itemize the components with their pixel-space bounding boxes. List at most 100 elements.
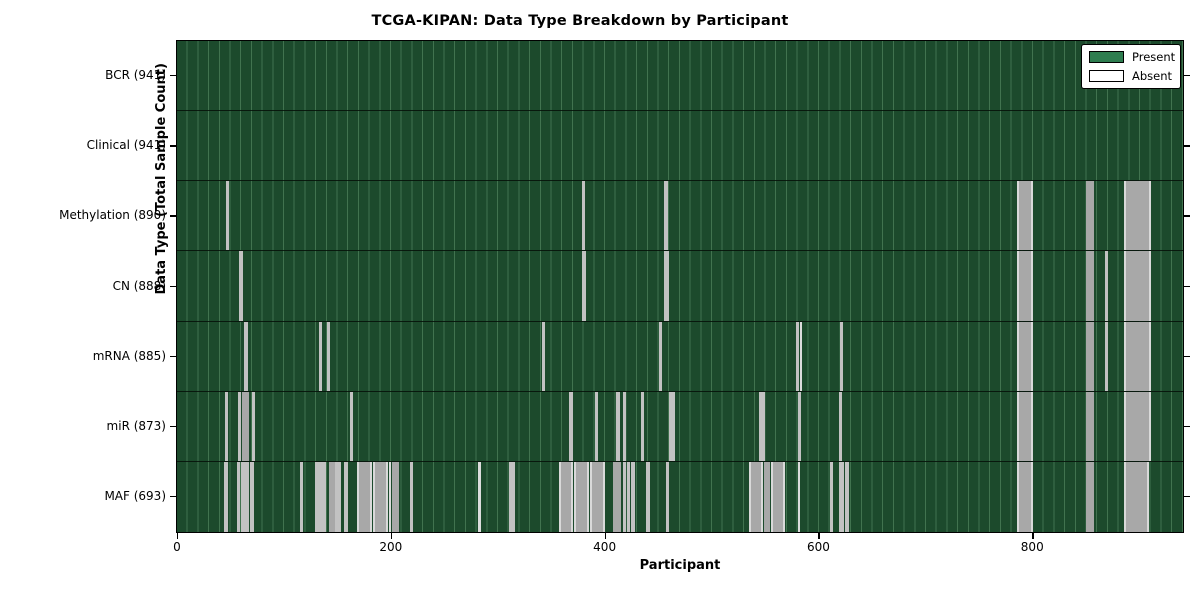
absent-segment [350, 391, 354, 461]
present-swatch-icon [1089, 51, 1124, 63]
absent-segment [541, 321, 545, 391]
absent-segment [326, 321, 330, 391]
x-axis-label: Participant [639, 558, 721, 573]
absent-segment [244, 461, 249, 532]
absent-segment [771, 461, 786, 532]
absent-segment [671, 391, 676, 461]
legend: Present Absent [1081, 44, 1181, 89]
absent-segment [758, 391, 762, 461]
absent-segment [1124, 251, 1151, 321]
x-tick-label-0: 0 [173, 540, 181, 554]
absent-segment [845, 461, 850, 532]
y-tick-mark [1184, 355, 1190, 358]
absent-segment [798, 391, 802, 461]
heatmap-row-methylation [177, 181, 1183, 252]
heatmap-row-bcr [177, 41, 1183, 112]
absent-segment [763, 461, 771, 532]
absent-segment [249, 461, 254, 532]
absent-segment [410, 461, 414, 532]
absent-segment [1017, 391, 1034, 461]
absent-segment [1085, 181, 1095, 251]
heatmap-row-mrna [177, 321, 1183, 392]
absent-segment [839, 321, 844, 391]
chart-title: TCGA-KIPAN: Data Type Breakdown by Parti… [371, 13, 789, 29]
absent-segment [1017, 321, 1034, 391]
absent-segment [241, 461, 245, 532]
x-tick-mark [1032, 533, 1034, 539]
absent-segment [582, 251, 587, 321]
absent-segment [748, 461, 763, 532]
y-tick-mark [170, 285, 176, 287]
x-tick-label-200: 200 [379, 540, 403, 554]
y-tick-mark [170, 75, 176, 77]
absent-segment [335, 461, 341, 532]
absent-segment [320, 461, 326, 532]
absent-segment [569, 391, 573, 461]
absent-segment [244, 321, 248, 391]
absent-segment [509, 461, 515, 532]
absent-segment [225, 391, 229, 461]
heatmap-row-maf [177, 461, 1183, 532]
absent-segment [391, 461, 400, 532]
absent-segment [664, 181, 668, 251]
x-tick-label-800: 800 [1020, 540, 1044, 554]
absent-segment [226, 181, 230, 251]
absent-segment [236, 461, 241, 532]
absent-segment [640, 391, 645, 461]
absent-segment [573, 461, 589, 532]
absent-segment [343, 461, 349, 532]
legend-absent-label: Absent [1132, 69, 1173, 83]
y-tick-mark [1184, 425, 1190, 428]
absent-segment [388, 461, 391, 532]
x-tick-label-600: 600 [806, 540, 830, 554]
gridlines [177, 41, 1183, 532]
y-tick-label-clinical: Clinical (941) [86, 138, 166, 153]
absent-segment [558, 461, 573, 532]
absent-segment [589, 461, 605, 532]
y-tick-mark [170, 495, 176, 498]
x-tick-mark [604, 533, 607, 539]
absent-segment [1017, 181, 1034, 251]
absent-segment [616, 391, 620, 461]
absent-segment [1085, 251, 1095, 321]
absent-segment [1085, 461, 1095, 532]
y-tick-label-mir: miR (873) [106, 418, 166, 433]
heatmap-row-mir [177, 391, 1183, 462]
absent-segment [665, 461, 669, 532]
y-tick-mark [1184, 495, 1190, 498]
absent-segment [668, 391, 672, 461]
absent-segment [622, 461, 626, 532]
absent-segment [659, 321, 663, 391]
absent-segment [239, 251, 244, 321]
absent-segment [1085, 391, 1095, 461]
y-tick-mark [1184, 75, 1190, 77]
heatmap-row-cn [177, 251, 1183, 322]
y-tick-label-maf: MAF (693) [104, 488, 166, 503]
y-tick-mark [170, 215, 176, 217]
y-axis-label: Data Type (Total Sample Count) [154, 63, 170, 295]
absent-segment [372, 461, 388, 532]
absent-segment [1085, 321, 1095, 391]
heatmap-row-clinical [177, 111, 1183, 182]
legend-item-present: Present [1089, 51, 1175, 63]
absent-segment [328, 461, 336, 532]
absent-segment [800, 321, 803, 391]
x-tick-mark [818, 533, 820, 539]
y-tick-mark [170, 425, 176, 428]
y-tick-mark [170, 145, 176, 147]
y-tick-label-mrna: mRNA (885) [92, 348, 166, 363]
x-tick-mark [390, 533, 393, 539]
absent-segment [664, 251, 669, 321]
absent-swatch-icon [1089, 70, 1124, 82]
y-tick-label-methylation: Methylation (890) [59, 208, 166, 223]
x-tick-label-400: 400 [593, 540, 617, 554]
absent-segment [1017, 251, 1034, 321]
absent-segment [1104, 251, 1109, 321]
absent-segment [224, 461, 229, 532]
legend-item-absent: Absent [1089, 70, 1172, 82]
y-tick-mark [1184, 215, 1190, 217]
absent-segment [478, 461, 481, 532]
absent-segment [646, 461, 650, 532]
absent-segment [1104, 321, 1109, 391]
